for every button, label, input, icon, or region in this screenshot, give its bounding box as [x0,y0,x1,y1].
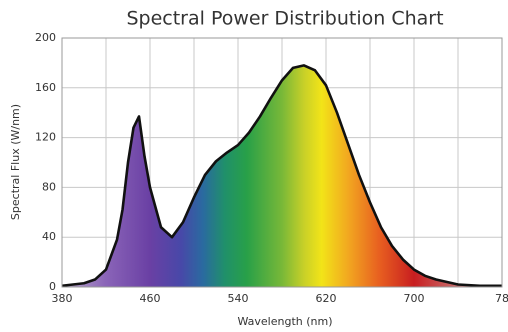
chart-title: Spectral Power Distribution Chart [126,8,443,30]
y-tick-label: 200 [35,31,56,44]
x-tick-label: 78 [495,292,508,305]
x-tick-label: 540 [228,292,249,305]
y-axis-label: Spectral Flux (W/nm) [9,104,22,220]
line [61,64,502,288]
x-tick-label: 700 [404,292,425,305]
y-tick-label: 0 [49,280,56,293]
plot [61,64,502,288]
plot-border [61,37,503,288]
y-tick-label: 80 [42,180,56,193]
x-tick-label: 620 [316,292,337,305]
x-axis-label: Wavelength (nm) [237,315,332,328]
x-tick-label: 460 [140,292,161,305]
y-tick-label: 160 [35,81,56,94]
y-tick-label: 40 [42,230,56,243]
y-tick-label: 120 [35,131,56,144]
area-fill [62,65,502,287]
x-tick-label: 380 [52,292,73,305]
